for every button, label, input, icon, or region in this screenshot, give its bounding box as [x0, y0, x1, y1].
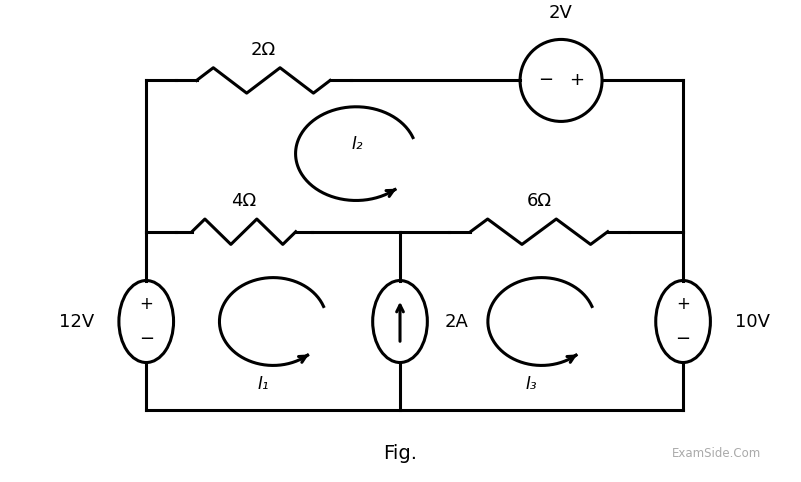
Text: −: −	[675, 330, 690, 348]
Text: ExamSide.Com: ExamSide.Com	[672, 447, 761, 460]
Text: I₂: I₂	[351, 135, 363, 153]
Text: +: +	[570, 71, 584, 90]
Text: 6Ω: 6Ω	[526, 192, 552, 210]
Text: 2V: 2V	[549, 4, 573, 22]
Text: 2Ω: 2Ω	[251, 41, 276, 59]
Text: −: −	[139, 330, 154, 348]
Text: 10V: 10V	[735, 312, 770, 331]
Text: I₃: I₃	[526, 375, 537, 393]
Text: I₁: I₁	[258, 375, 269, 393]
Text: 2A: 2A	[445, 312, 469, 331]
Text: −: −	[538, 71, 553, 90]
Text: 12V: 12V	[59, 312, 95, 331]
Text: +: +	[676, 295, 690, 313]
Text: 4Ω: 4Ω	[231, 192, 256, 210]
Text: Fig.: Fig.	[383, 444, 417, 463]
Text: +: +	[139, 295, 153, 313]
